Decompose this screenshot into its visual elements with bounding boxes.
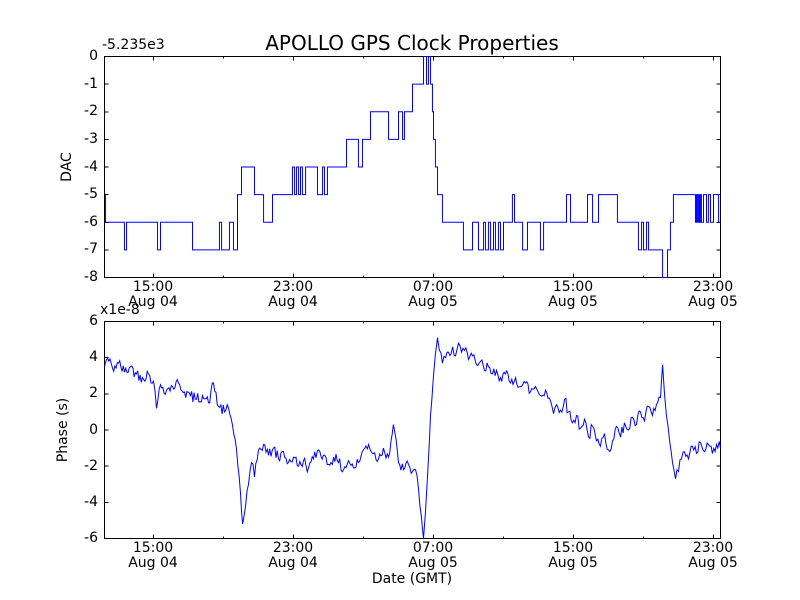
y-tick-label: -8 <box>84 269 98 285</box>
x-tick-label: 23:00 Aug 04 <box>268 279 318 310</box>
dac-offset-label: -5.235e3 <box>102 37 165 53</box>
y-tick-label: -7 <box>84 241 98 258</box>
y-tick-label: -4 <box>84 493 98 510</box>
phase-noise-line <box>104 337 721 539</box>
x-tick-label: 15:00 Aug 04 <box>128 540 178 571</box>
y-tick-label: 0 <box>89 48 98 64</box>
x-tick-label: 15:00 Aug 04 <box>128 279 178 310</box>
figure-title: APOLLO GPS Clock Properties <box>265 31 559 55</box>
y-tick-label: -6 <box>84 530 98 546</box>
y-tick-label: -1 <box>84 75 98 92</box>
x-tick-label: 15:00 Aug 05 <box>548 279 598 310</box>
x-tick-label: 07:00 Aug 05 <box>408 279 458 310</box>
bottom-plot-axes <box>104 321 721 539</box>
x-tick-label: 23:00 Aug 05 <box>688 540 738 571</box>
date-axis-label: Date (GMT) <box>371 571 453 587</box>
x-tick-label: 07:00 Aug 05 <box>408 540 458 571</box>
y-tick-label: 6 <box>89 313 98 329</box>
y-tick-label: -4 <box>84 158 98 175</box>
dac-step-line <box>104 56 721 278</box>
phase-multiplier-label: x1e-8 <box>100 302 140 318</box>
y-tick-label: 4 <box>89 349 98 366</box>
y-tick-label: 0 <box>89 421 98 438</box>
y-tick-label: -6 <box>84 213 98 230</box>
y-tick-label: 2 <box>89 385 98 402</box>
y-tick-label: -5 <box>84 186 98 203</box>
y-tick-label: -2 <box>84 103 98 120</box>
y-tick-label: -3 <box>84 130 98 147</box>
y-tick-label: -2 <box>84 457 98 474</box>
tick-marks <box>104 56 721 278</box>
tick-marks <box>104 321 721 539</box>
x-tick-label: 23:00 Aug 04 <box>268 540 318 571</box>
top-plot-axes <box>104 56 721 278</box>
x-tick-label: 23:00 Aug 05 <box>688 279 738 310</box>
x-tick-label: 15:00 Aug 05 <box>548 540 598 571</box>
